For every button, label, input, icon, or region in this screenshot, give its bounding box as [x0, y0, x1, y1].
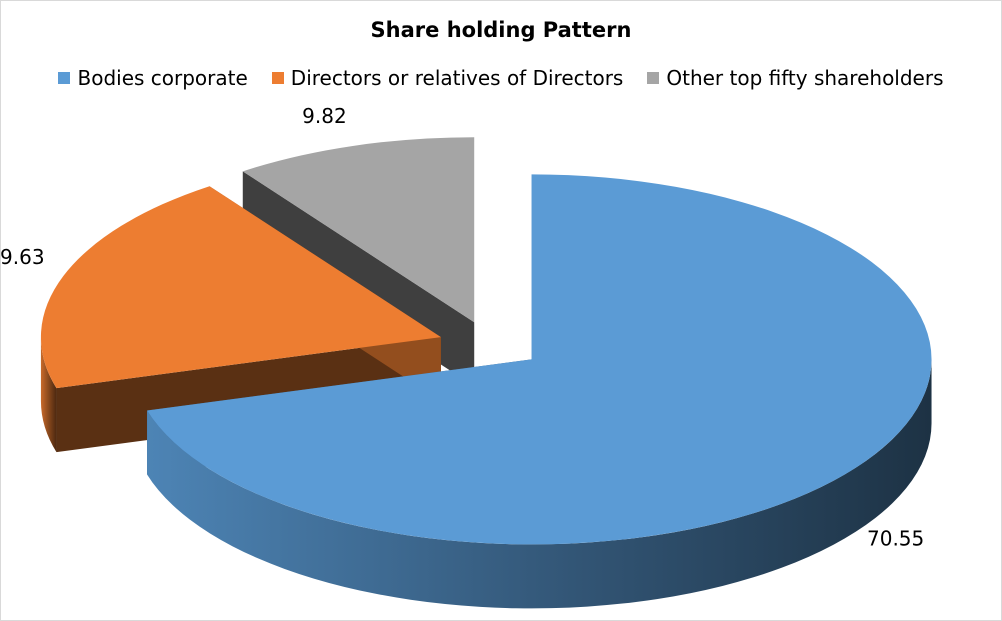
- legend-swatch: [271, 72, 284, 84]
- data-label-2: 9.82: [302, 104, 347, 128]
- legend: Bodies corporate Directors or relatives …: [0, 66, 1002, 90]
- pie-slice-0: [147, 174, 932, 609]
- legend-label: Bodies corporate: [77, 66, 248, 90]
- slice-outer-wall: [147, 359, 932, 609]
- chart-title: Share holding Pattern: [370, 18, 632, 42]
- slice-top: [40, 186, 441, 389]
- data-label-0: 70.55: [867, 527, 924, 551]
- legend-swatch: [58, 72, 71, 84]
- legend-label: Other top fifty shareholders: [666, 66, 944, 90]
- slice-outer-wall: [40, 337, 57, 453]
- legend-item-directors: Directors or relatives of Directors: [271, 66, 624, 90]
- legend-item-other-shareholders: Other top fifty shareholders: [647, 66, 944, 90]
- legend-swatch: [647, 72, 660, 84]
- slice-top: [147, 174, 932, 545]
- legend-label: Directors or relatives of Directors: [290, 66, 624, 90]
- legend-item-bodies-corporate: Bodies corporate: [58, 66, 248, 90]
- data-label-1: 19.63: [0, 245, 45, 269]
- slice-top: [242, 137, 475, 323]
